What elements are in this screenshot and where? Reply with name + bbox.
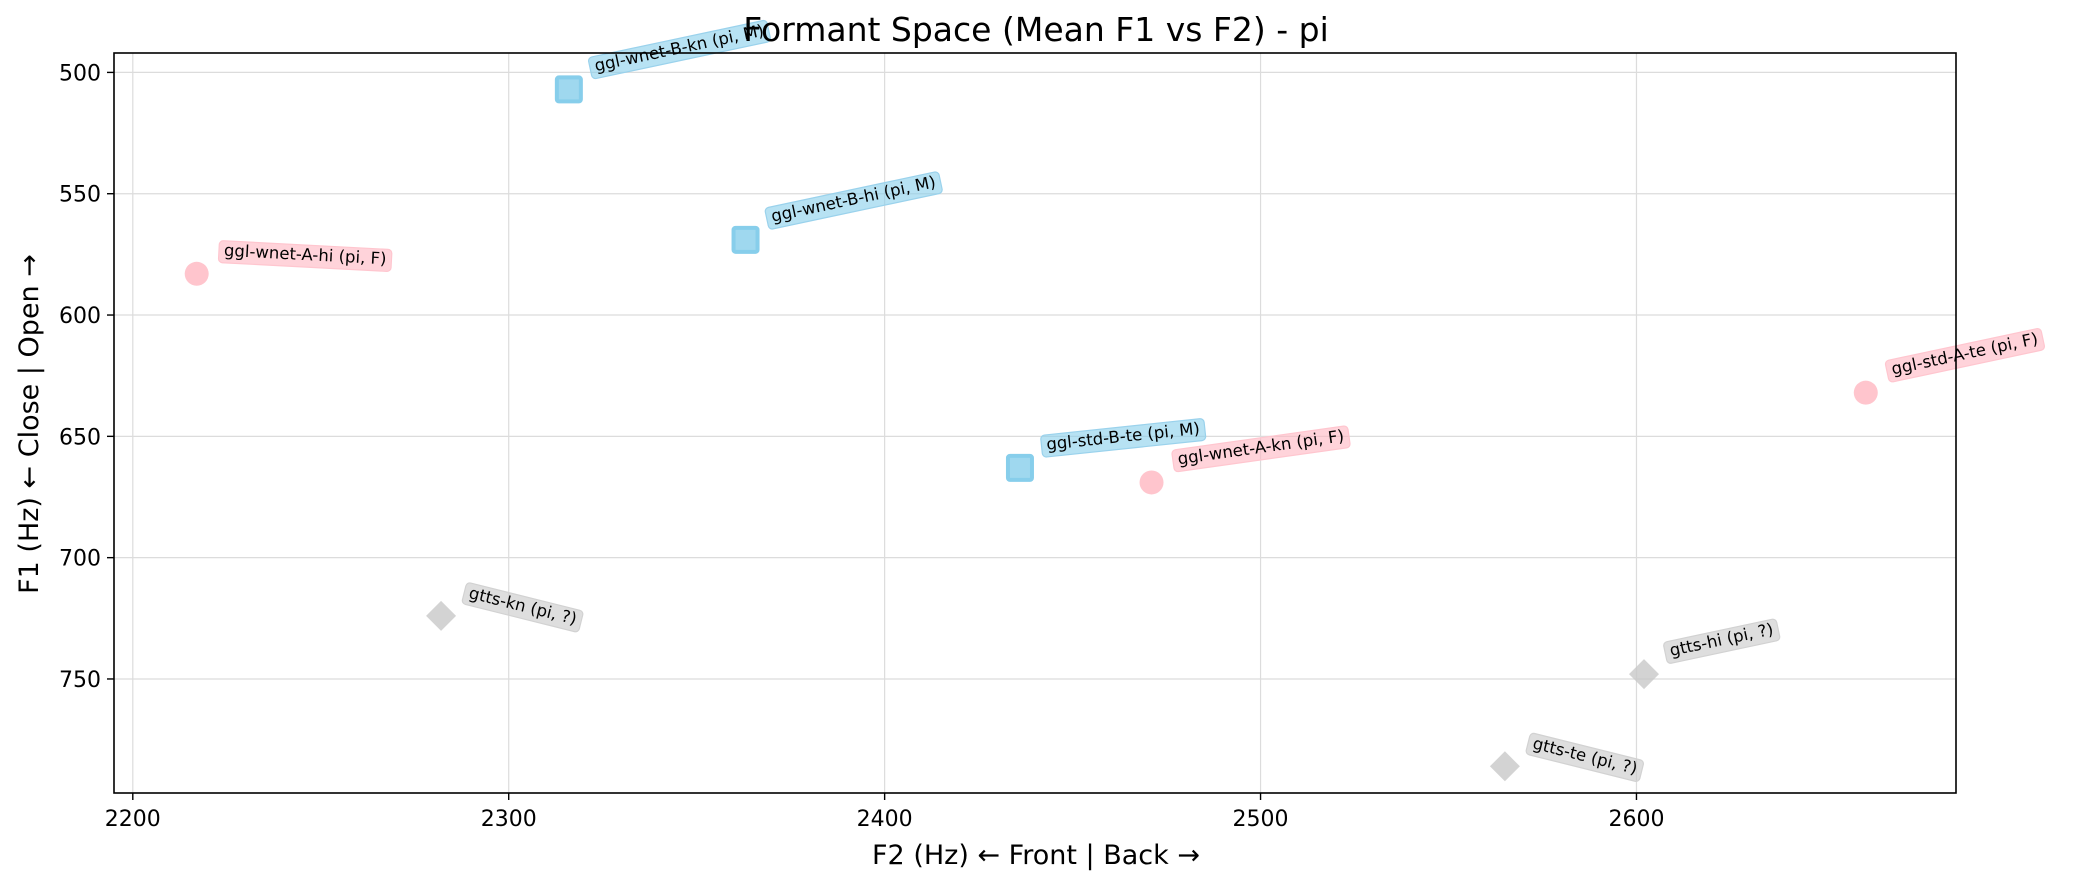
label-background xyxy=(1884,328,2046,383)
point-label: gtts-te (pi, ?) xyxy=(1525,732,1644,782)
square-marker xyxy=(731,225,760,254)
diamond-marker xyxy=(1489,751,1520,782)
y-tick-label: 750 xyxy=(59,668,101,693)
point-ggl-wnet-a-hi-pi-f: ggl-wnet-A-hi (pi, F) xyxy=(184,240,393,286)
chart-title: Formant Space (Mean F1 vs F2) - pi xyxy=(743,10,1329,49)
point-ggl-std-a-te-pi-f: ggl-std-A-te (pi, F) xyxy=(1853,328,2046,405)
point-label: gtts-kn (pi, ?) xyxy=(461,582,584,633)
square-marker xyxy=(1005,453,1034,482)
point-label: gtts-hi (pi, ?) xyxy=(1663,618,1781,664)
point-label: ggl-std-A-te (pi, F) xyxy=(1884,328,2046,383)
point-label-text: gtts-hi (pi, ?) xyxy=(1668,620,1775,661)
plot-frame xyxy=(113,52,1957,794)
point-gtts-te-pi: gtts-te (pi, ?) xyxy=(1489,732,1644,782)
x-tick-label: 2200 xyxy=(105,807,161,832)
label-background xyxy=(217,240,393,272)
label-background xyxy=(1040,418,1207,458)
label-background xyxy=(587,19,771,80)
diamond-marker xyxy=(1628,659,1659,690)
y-tick-label: 700 xyxy=(59,547,101,572)
point-label: ggl-wnet-B-hi (pi, M) xyxy=(764,171,943,230)
label-background xyxy=(764,171,943,230)
point-gtts-kn-pi: gtts-kn (pi, ?) xyxy=(426,582,584,633)
point-label-text: gtts-te (pi, ?) xyxy=(1531,734,1639,778)
x-axis-label: F2 (Hz) ← Front | Back → xyxy=(872,840,1200,871)
axis-ticks: 2200 2300 2400 2500 2600 500 550 600 650 700 750 xyxy=(59,61,1664,832)
y-tick-label: 500 xyxy=(59,61,101,86)
circle-marker xyxy=(184,261,209,286)
square-marker xyxy=(554,75,583,104)
x-tick-label: 2500 xyxy=(1233,807,1289,832)
data-points: ggl-wnet-B-kn (pi, M) ggl-wnet-B-hi (pi, … xyxy=(184,19,2046,782)
label-background xyxy=(1171,425,1351,473)
point-label-text: gtts-kn (pi, ?) xyxy=(467,583,579,628)
x-tick-label: 2400 xyxy=(857,807,913,832)
diamond-marker xyxy=(426,600,457,631)
circle-marker xyxy=(1853,380,1878,405)
x-tick-label: 2600 xyxy=(1608,807,1664,832)
label-background xyxy=(1663,618,1781,664)
y-tick-label: 550 xyxy=(59,183,101,208)
point-ggl-wnet-b-hi-pi-m: ggl-wnet-B-hi (pi, M) xyxy=(731,171,943,254)
y-tick-label: 600 xyxy=(59,304,101,329)
y-tick-label: 650 xyxy=(59,425,101,450)
y-axis-label: F1 (Hz) ← Close | Open → xyxy=(14,254,45,594)
circle-marker xyxy=(1139,470,1164,495)
grid-lines xyxy=(114,53,1956,793)
x-tick-label: 2300 xyxy=(481,807,537,832)
point-ggl-wnet-b-kn-pi-m: ggl-wnet-B-kn (pi, M) xyxy=(554,19,771,104)
label-background xyxy=(1525,732,1644,782)
label-background xyxy=(461,582,584,633)
point-label: ggl-wnet-A-hi (pi, F) xyxy=(217,240,393,272)
